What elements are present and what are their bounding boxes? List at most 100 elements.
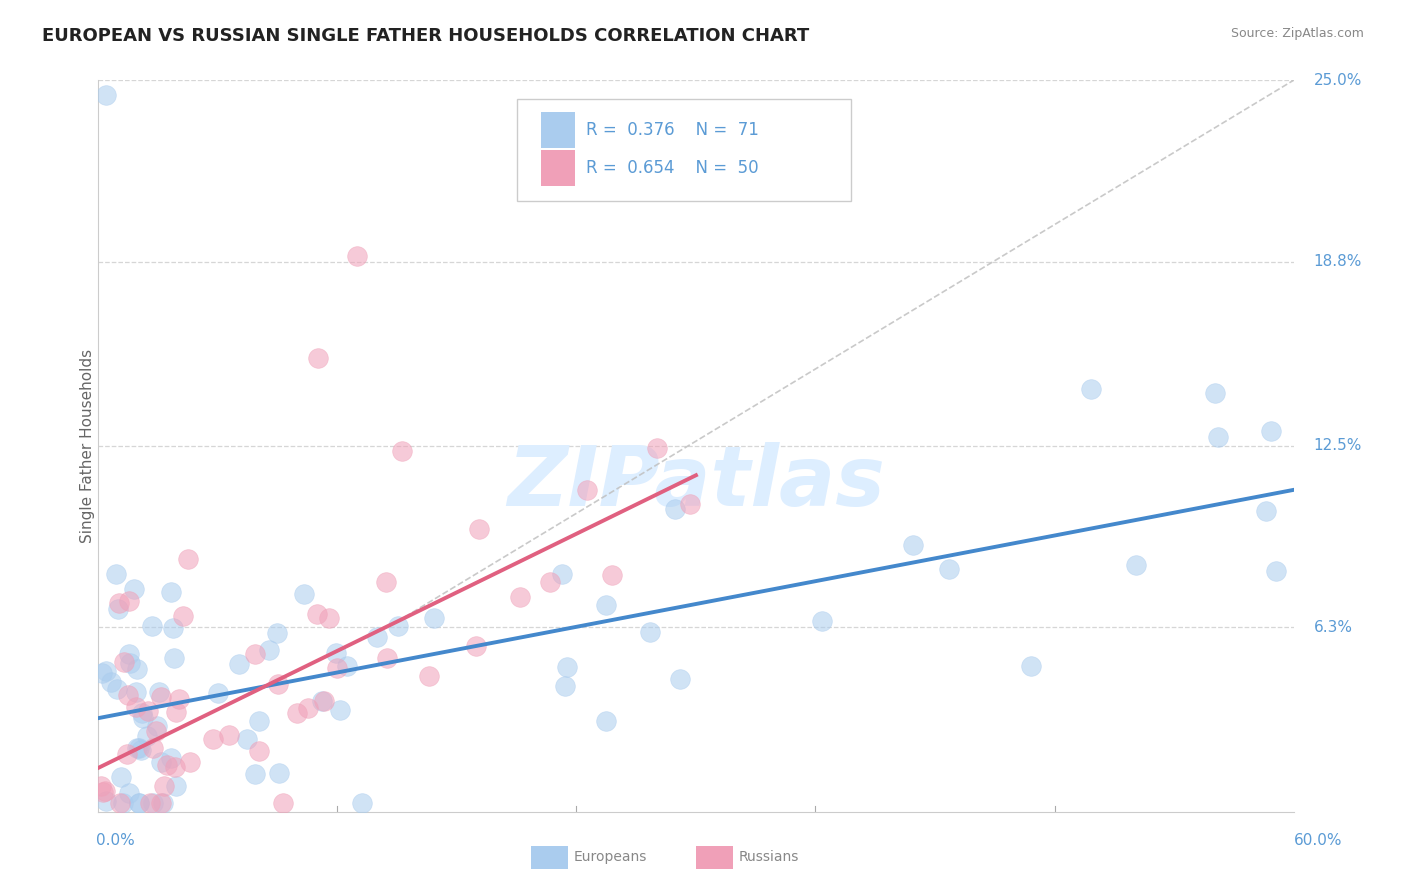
- Point: [110, 770, 132, 784]
- Point: [423, 611, 446, 625]
- Point: [118, 786, 141, 800]
- Point: [129, 743, 152, 757]
- Point: [1019, 659, 1042, 673]
- Point: [1125, 558, 1147, 572]
- Point: [554, 679, 576, 693]
- Point: [91, 665, 114, 680]
- Point: [149, 690, 172, 704]
- Text: 12.5%: 12.5%: [1313, 439, 1362, 453]
- Point: [105, 567, 128, 582]
- Point: [136, 729, 159, 743]
- Point: [576, 483, 599, 498]
- Point: [391, 444, 413, 458]
- Point: [335, 659, 357, 673]
- Point: [600, 568, 623, 582]
- Point: [128, 796, 150, 810]
- Point: [418, 669, 440, 683]
- Point: [139, 796, 162, 810]
- Point: [375, 650, 398, 665]
- Text: 0.0%: 0.0%: [96, 833, 135, 847]
- Point: [595, 714, 617, 729]
- Point: [142, 740, 165, 755]
- Point: [142, 796, 165, 810]
- Point: [112, 655, 135, 669]
- Point: [1206, 429, 1229, 443]
- Point: [124, 685, 146, 699]
- Point: [117, 747, 139, 761]
- Point: [1256, 503, 1278, 517]
- Point: [118, 656, 141, 670]
- Point: [110, 796, 132, 810]
- Point: [117, 688, 139, 702]
- Point: [91, 784, 114, 798]
- Point: [307, 607, 329, 622]
- Point: [266, 626, 288, 640]
- Point: [668, 672, 690, 686]
- Point: [128, 796, 150, 810]
- Text: R =  0.654    N =  50: R = 0.654 N = 50: [586, 159, 759, 177]
- Point: [172, 608, 194, 623]
- Point: [307, 351, 329, 366]
- Point: [311, 694, 333, 708]
- Point: [128, 740, 150, 755]
- Point: [267, 765, 290, 780]
- Point: [163, 650, 186, 665]
- Point: [292, 587, 315, 601]
- Point: [107, 602, 129, 616]
- Point: [375, 575, 398, 590]
- Point: [318, 610, 340, 624]
- Point: [366, 630, 388, 644]
- Point: [387, 619, 409, 633]
- Point: [679, 497, 702, 511]
- Point: [207, 686, 229, 700]
- Point: [938, 562, 960, 576]
- Point: [124, 582, 146, 596]
- Point: [201, 732, 224, 747]
- FancyBboxPatch shape: [517, 99, 852, 201]
- Point: [811, 615, 834, 629]
- Point: [100, 675, 122, 690]
- Point: [638, 625, 661, 640]
- Point: [1080, 382, 1102, 396]
- Text: EUROPEAN VS RUSSIAN SINGLE FATHER HOUSEHOLDS CORRELATION CHART: EUROPEAN VS RUSSIAN SINGLE FATHER HOUSEH…: [42, 27, 810, 45]
- Point: [346, 249, 368, 263]
- Point: [285, 706, 308, 720]
- Y-axis label: Single Father Households: Single Father Households: [80, 349, 94, 543]
- Point: [509, 590, 531, 604]
- Text: 6.3%: 6.3%: [1313, 620, 1353, 635]
- Point: [297, 701, 319, 715]
- Text: Europeans: Europeans: [574, 850, 647, 864]
- Point: [136, 704, 159, 718]
- Point: [169, 691, 191, 706]
- Point: [257, 643, 280, 657]
- Point: [111, 796, 134, 810]
- Point: [468, 522, 491, 536]
- Point: [901, 538, 924, 552]
- Text: R =  0.376    N =  71: R = 0.376 N = 71: [586, 121, 759, 139]
- Point: [94, 784, 117, 798]
- Point: [165, 760, 187, 774]
- Point: [152, 796, 174, 810]
- Point: [329, 703, 352, 717]
- Text: Russians: Russians: [738, 850, 799, 864]
- Point: [150, 755, 173, 769]
- Point: [243, 647, 266, 661]
- Point: [179, 756, 201, 770]
- Point: [118, 594, 141, 608]
- Point: [141, 619, 163, 633]
- Text: 18.8%: 18.8%: [1313, 254, 1362, 269]
- Point: [228, 657, 250, 671]
- Point: [165, 705, 187, 719]
- Point: [108, 596, 131, 610]
- Point: [105, 681, 128, 696]
- Point: [247, 714, 270, 729]
- Point: [148, 685, 170, 699]
- Text: ZIPatlas: ZIPatlas: [508, 442, 884, 523]
- Point: [314, 693, 336, 707]
- Point: [350, 796, 373, 810]
- FancyBboxPatch shape: [541, 112, 575, 148]
- Point: [156, 757, 179, 772]
- Point: [132, 711, 155, 725]
- Point: [94, 664, 117, 678]
- Point: [160, 585, 183, 599]
